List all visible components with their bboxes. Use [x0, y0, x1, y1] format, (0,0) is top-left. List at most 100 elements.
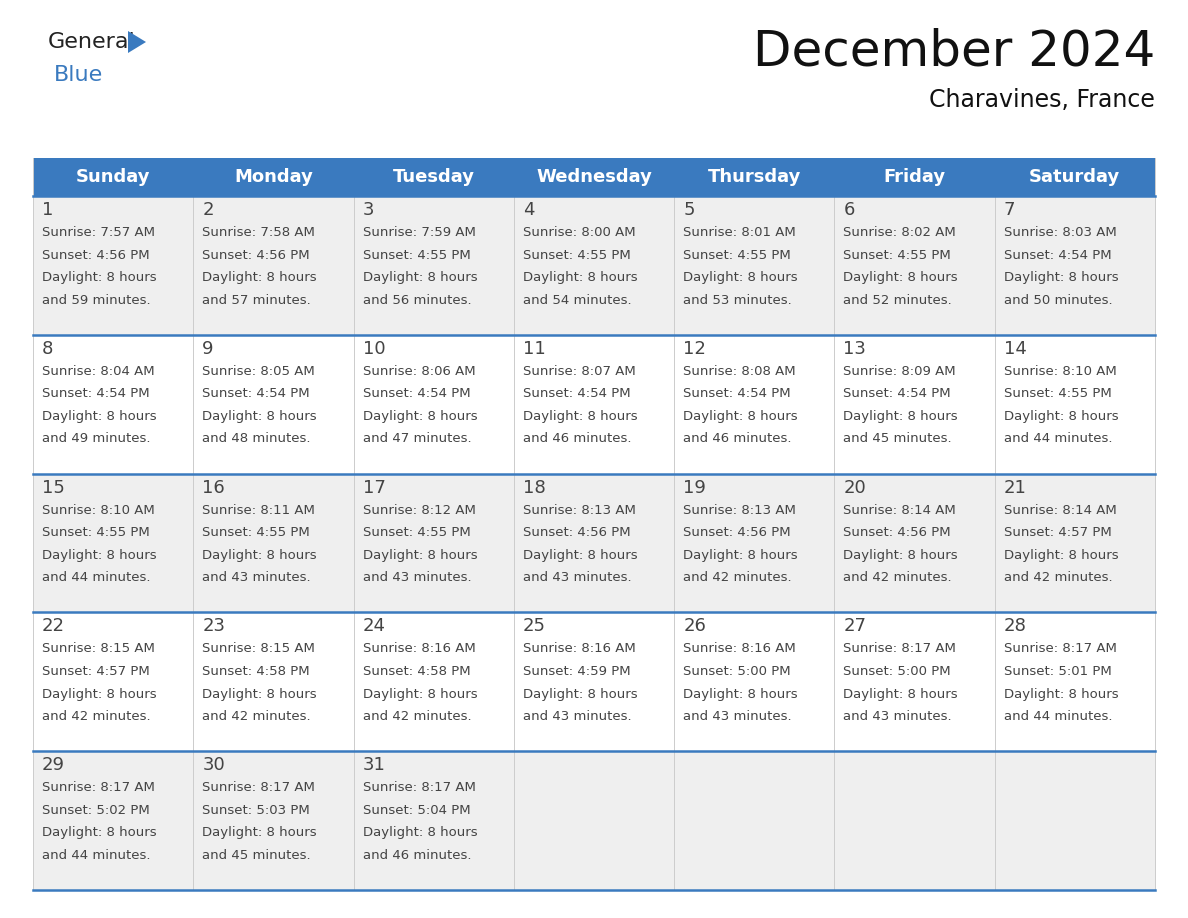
Text: Daylight: 8 hours: Daylight: 8 hours	[362, 549, 478, 562]
Text: and 43 minutes.: and 43 minutes.	[843, 710, 952, 723]
Text: Sunset: 5:04 PM: Sunset: 5:04 PM	[362, 804, 470, 817]
Text: Sunrise: 7:57 AM: Sunrise: 7:57 AM	[42, 226, 154, 239]
Text: Sunrise: 8:13 AM: Sunrise: 8:13 AM	[683, 504, 796, 517]
Text: and 56 minutes.: and 56 minutes.	[362, 294, 472, 307]
Text: 2: 2	[202, 201, 214, 219]
Text: Daylight: 8 hours: Daylight: 8 hours	[843, 271, 958, 284]
Text: and 57 minutes.: and 57 minutes.	[202, 294, 311, 307]
Text: 16: 16	[202, 478, 225, 497]
Text: and 44 minutes.: and 44 minutes.	[1004, 432, 1112, 445]
Text: and 47 minutes.: and 47 minutes.	[362, 432, 472, 445]
Text: Daylight: 8 hours: Daylight: 8 hours	[202, 410, 317, 423]
Text: 20: 20	[843, 478, 866, 497]
Text: and 45 minutes.: and 45 minutes.	[843, 432, 952, 445]
Text: Sunday: Sunday	[76, 168, 151, 186]
Text: Daylight: 8 hours: Daylight: 8 hours	[843, 410, 958, 423]
Text: 25: 25	[523, 618, 545, 635]
Text: and 43 minutes.: and 43 minutes.	[523, 710, 632, 723]
Text: 22: 22	[42, 618, 65, 635]
Text: Monday: Monday	[234, 168, 312, 186]
Text: Sunset: 4:54 PM: Sunset: 4:54 PM	[202, 387, 310, 400]
Text: Daylight: 8 hours: Daylight: 8 hours	[523, 688, 638, 700]
Text: Daylight: 8 hours: Daylight: 8 hours	[202, 826, 317, 839]
Text: 8: 8	[42, 340, 53, 358]
Text: Daylight: 8 hours: Daylight: 8 hours	[683, 410, 798, 423]
Text: Sunrise: 8:14 AM: Sunrise: 8:14 AM	[843, 504, 956, 517]
Text: Daylight: 8 hours: Daylight: 8 hours	[843, 688, 958, 700]
Text: Sunrise: 8:03 AM: Sunrise: 8:03 AM	[1004, 226, 1117, 239]
Text: 12: 12	[683, 340, 706, 358]
Text: Daylight: 8 hours: Daylight: 8 hours	[42, 549, 157, 562]
Text: 15: 15	[42, 478, 65, 497]
Text: Sunset: 4:55 PM: Sunset: 4:55 PM	[1004, 387, 1112, 400]
Text: Sunset: 4:58 PM: Sunset: 4:58 PM	[362, 665, 470, 678]
Text: Daylight: 8 hours: Daylight: 8 hours	[683, 688, 798, 700]
Bar	[33, 335, 1155, 474]
Text: and 43 minutes.: and 43 minutes.	[362, 571, 472, 584]
Text: Sunset: 5:02 PM: Sunset: 5:02 PM	[42, 804, 150, 817]
Text: Sunset: 5:00 PM: Sunset: 5:00 PM	[683, 665, 791, 678]
Text: Sunset: 4:55 PM: Sunset: 4:55 PM	[843, 249, 952, 262]
Text: 9: 9	[202, 340, 214, 358]
Bar	[33, 751, 1155, 890]
Text: Daylight: 8 hours: Daylight: 8 hours	[42, 410, 157, 423]
Text: 29: 29	[42, 756, 65, 774]
Text: Daylight: 8 hours: Daylight: 8 hours	[202, 271, 317, 284]
Text: Sunrise: 7:58 AM: Sunrise: 7:58 AM	[202, 226, 315, 239]
Text: Sunrise: 8:17 AM: Sunrise: 8:17 AM	[362, 781, 475, 794]
Text: 1: 1	[42, 201, 53, 219]
Text: Daylight: 8 hours: Daylight: 8 hours	[202, 549, 317, 562]
Text: 28: 28	[1004, 618, 1026, 635]
Text: and 53 minutes.: and 53 minutes.	[683, 294, 792, 307]
Text: Sunrise: 8:01 AM: Sunrise: 8:01 AM	[683, 226, 796, 239]
Text: Sunrise: 8:17 AM: Sunrise: 8:17 AM	[1004, 643, 1117, 655]
Bar	[33, 196, 1155, 335]
Polygon shape	[128, 31, 146, 53]
Text: 4: 4	[523, 201, 535, 219]
Text: Sunrise: 8:11 AM: Sunrise: 8:11 AM	[202, 504, 315, 517]
Text: Daylight: 8 hours: Daylight: 8 hours	[683, 549, 798, 562]
Text: and 59 minutes.: and 59 minutes.	[42, 294, 151, 307]
Text: 30: 30	[202, 756, 225, 774]
Text: Daylight: 8 hours: Daylight: 8 hours	[42, 271, 157, 284]
Text: and 43 minutes.: and 43 minutes.	[523, 571, 632, 584]
Text: and 52 minutes.: and 52 minutes.	[843, 294, 952, 307]
Text: Daylight: 8 hours: Daylight: 8 hours	[523, 549, 638, 562]
Text: Daylight: 8 hours: Daylight: 8 hours	[1004, 271, 1118, 284]
Text: Sunrise: 8:12 AM: Sunrise: 8:12 AM	[362, 504, 475, 517]
Text: Sunrise: 8:16 AM: Sunrise: 8:16 AM	[362, 643, 475, 655]
Text: Daylight: 8 hours: Daylight: 8 hours	[523, 271, 638, 284]
Text: Daylight: 8 hours: Daylight: 8 hours	[523, 410, 638, 423]
Text: Sunrise: 8:13 AM: Sunrise: 8:13 AM	[523, 504, 636, 517]
Text: Sunrise: 8:00 AM: Sunrise: 8:00 AM	[523, 226, 636, 239]
Text: Sunrise: 7:59 AM: Sunrise: 7:59 AM	[362, 226, 475, 239]
Text: 7: 7	[1004, 201, 1016, 219]
Text: and 44 minutes.: and 44 minutes.	[42, 849, 151, 862]
Text: Daylight: 8 hours: Daylight: 8 hours	[1004, 549, 1118, 562]
Text: Daylight: 8 hours: Daylight: 8 hours	[362, 410, 478, 423]
Text: and 46 minutes.: and 46 minutes.	[683, 432, 791, 445]
Text: Daylight: 8 hours: Daylight: 8 hours	[843, 549, 958, 562]
Text: Sunset: 4:54 PM: Sunset: 4:54 PM	[42, 387, 150, 400]
Bar	[33, 612, 1155, 751]
Text: Sunset: 4:57 PM: Sunset: 4:57 PM	[1004, 526, 1112, 539]
Text: and 42 minutes.: and 42 minutes.	[683, 571, 791, 584]
Text: and 42 minutes.: and 42 minutes.	[202, 710, 311, 723]
Text: 11: 11	[523, 340, 545, 358]
Text: Sunrise: 8:17 AM: Sunrise: 8:17 AM	[202, 781, 315, 794]
Text: Sunset: 4:54 PM: Sunset: 4:54 PM	[843, 387, 952, 400]
Text: Sunrise: 8:15 AM: Sunrise: 8:15 AM	[42, 643, 154, 655]
Text: Sunset: 4:59 PM: Sunset: 4:59 PM	[523, 665, 631, 678]
Text: Daylight: 8 hours: Daylight: 8 hours	[202, 688, 317, 700]
Text: 26: 26	[683, 618, 706, 635]
Text: Daylight: 8 hours: Daylight: 8 hours	[362, 271, 478, 284]
Text: Thursday: Thursday	[708, 168, 801, 186]
Text: Sunset: 4:54 PM: Sunset: 4:54 PM	[1004, 249, 1111, 262]
Text: 17: 17	[362, 478, 385, 497]
Text: Daylight: 8 hours: Daylight: 8 hours	[1004, 410, 1118, 423]
Text: Sunset: 4:54 PM: Sunset: 4:54 PM	[683, 387, 791, 400]
Text: Sunrise: 8:16 AM: Sunrise: 8:16 AM	[683, 643, 796, 655]
Text: and 43 minutes.: and 43 minutes.	[202, 571, 311, 584]
Text: Wednesday: Wednesday	[536, 168, 652, 186]
Text: Sunrise: 8:10 AM: Sunrise: 8:10 AM	[42, 504, 154, 517]
